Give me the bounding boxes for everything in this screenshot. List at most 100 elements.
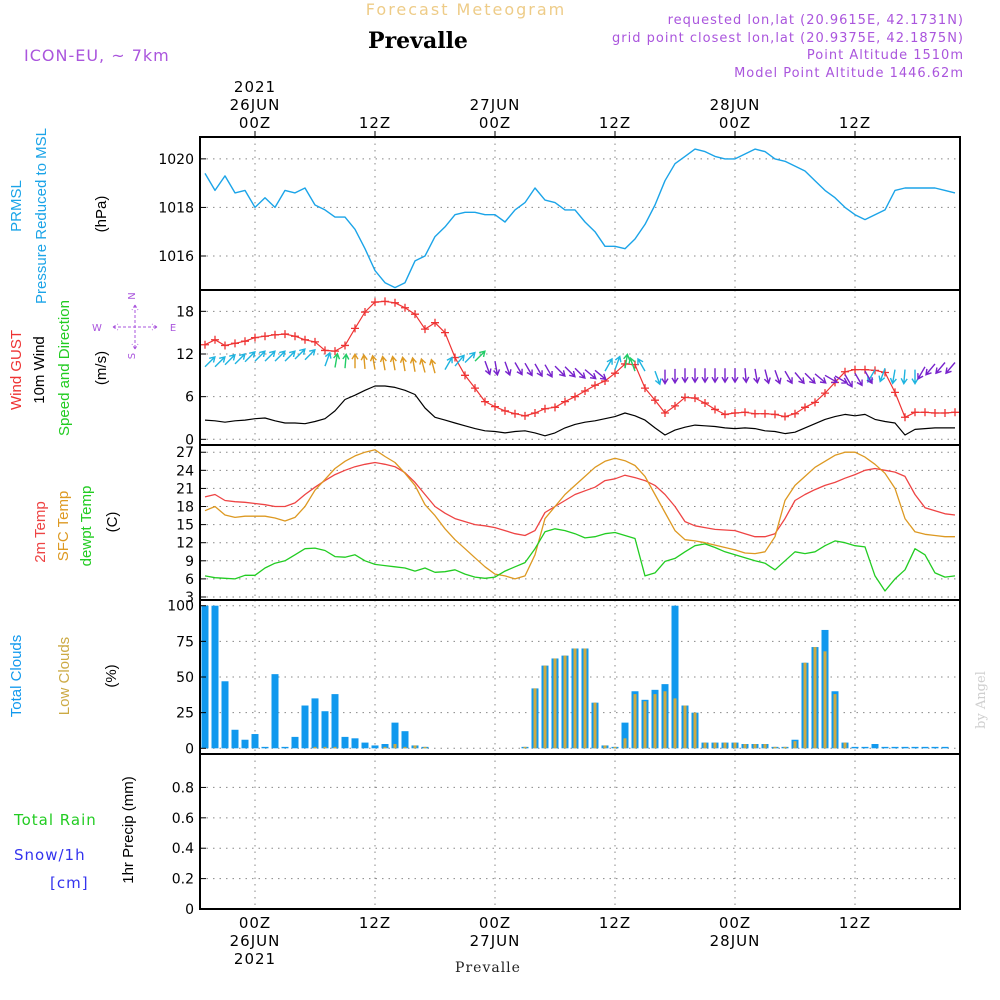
wind-arrows-layer (204, 348, 956, 388)
low-cloud-bar (693, 712, 697, 749)
gust-point (231, 339, 239, 348)
wind-arrow-purple (721, 368, 729, 384)
wind-arrow-purple (794, 372, 805, 385)
gust-point (911, 408, 919, 417)
gust-point (571, 392, 579, 401)
precip-label-cm: [cm] (50, 874, 89, 892)
low-cloud-bar (643, 701, 647, 749)
wind-arrow (360, 353, 368, 369)
ytick-label: 50 (176, 670, 194, 686)
pressure-label-1: PRMSL (8, 180, 25, 232)
total-cloud-bar (671, 605, 679, 749)
wind-arrow (333, 352, 341, 368)
gust-point (361, 308, 369, 317)
gust-point (781, 412, 789, 421)
ytick-label: 0.4 (172, 841, 194, 857)
wind-arrow (911, 369, 919, 385)
wind-arrow-purple (534, 363, 543, 378)
low-cloud-bar (663, 691, 667, 749)
bars-layer (201, 605, 949, 749)
gust-point (521, 411, 529, 420)
wind-arrow (464, 351, 476, 363)
time-label-bottom: 27JUN (470, 932, 521, 950)
chart-title-forecast: Forecast Meteogram (366, 0, 566, 19)
low-cloud-bar (323, 746, 327, 749)
wind-arrow (234, 353, 246, 365)
time-label-top: 27JUN (470, 96, 521, 114)
gust-point (221, 341, 229, 350)
wind-arrow (351, 352, 359, 369)
wind-arrow-purple (574, 367, 586, 380)
wind-arrow-purple (484, 360, 492, 376)
low-cloud-bar (753, 744, 757, 749)
gust-point (341, 341, 349, 350)
gust-point (791, 409, 799, 418)
gust-point (891, 388, 899, 397)
gust-point (471, 384, 479, 393)
ytick-label: 0 (185, 902, 194, 918)
wind-arrow (604, 357, 613, 372)
gust-point (431, 318, 439, 327)
ytick-label: 6 (185, 390, 194, 406)
gust-point (811, 398, 819, 407)
gust-point (771, 410, 779, 419)
ytick-label: 18 (176, 500, 194, 516)
wind-arrow (637, 357, 646, 372)
gust-point (481, 397, 489, 406)
gust-point (531, 409, 539, 418)
low-cloud-bar (843, 742, 847, 749)
low-cloud-bar (393, 744, 397, 749)
total-cloud-bar (331, 694, 339, 749)
time-label-bottom: 26JUN (230, 932, 281, 950)
wind-arrow-purple (711, 368, 719, 384)
gust-point (401, 303, 409, 312)
ytick-label: 18 (176, 304, 194, 320)
wind-arrow (294, 348, 306, 360)
temp-label-2m: 2m Temp (32, 501, 49, 562)
gust-point (311, 337, 319, 346)
time-label-bottom: 00Z (719, 914, 751, 932)
low-cloud-bar (413, 745, 417, 749)
compass-w: W (92, 323, 102, 334)
gust-point (941, 409, 949, 418)
wind-arrow-purple (824, 374, 839, 384)
total-cloud-bar (341, 736, 349, 749)
wind-arrow-purple (504, 361, 512, 377)
wind-arrow (399, 355, 407, 372)
temp-2m-line (204, 461, 956, 538)
wind-arrow-purple (691, 368, 699, 384)
wind-arrow (324, 351, 332, 367)
wind-arrow-purple (844, 374, 853, 388)
wind-arrow-purple (594, 369, 607, 381)
wind-arrow-purple (935, 362, 946, 375)
wind-arrow (474, 350, 486, 362)
gust-point (681, 393, 689, 402)
footer-station: Prevalle (455, 960, 521, 976)
low-cloud-bar (523, 746, 527, 749)
temp-label-sfc: SFC Temp (55, 491, 72, 562)
time-label-bottom: 28JUN (710, 932, 761, 950)
compass-s: S (127, 353, 138, 359)
total-cloud-bar (241, 739, 249, 749)
gust-point (921, 408, 929, 417)
gust-point (821, 389, 829, 398)
wind-arrow-purple (925, 363, 936, 376)
ytick-label: 0.8 (172, 780, 194, 796)
gust-point (291, 332, 299, 341)
time-label-bottom: 2021 (234, 950, 276, 968)
total-cloud-bar (291, 736, 299, 749)
time-label-top: 00Z (719, 114, 751, 132)
tick-labels-layer: 1016101810200612183691215182124270255075… (158, 152, 194, 918)
total-cloud-bar (621, 722, 629, 749)
wind-arrow (264, 350, 276, 362)
low-cloud-bar (543, 665, 547, 749)
gust-point (691, 394, 699, 403)
total-cloud-bar (391, 722, 399, 749)
temp-label-dewpt: dewpt Temp (78, 486, 95, 567)
gust-point (651, 396, 659, 405)
temp-sfc-line (204, 449, 955, 580)
gust-point (741, 408, 749, 417)
low-cloud-bar (383, 746, 387, 749)
low-cloud-bar (673, 698, 677, 749)
